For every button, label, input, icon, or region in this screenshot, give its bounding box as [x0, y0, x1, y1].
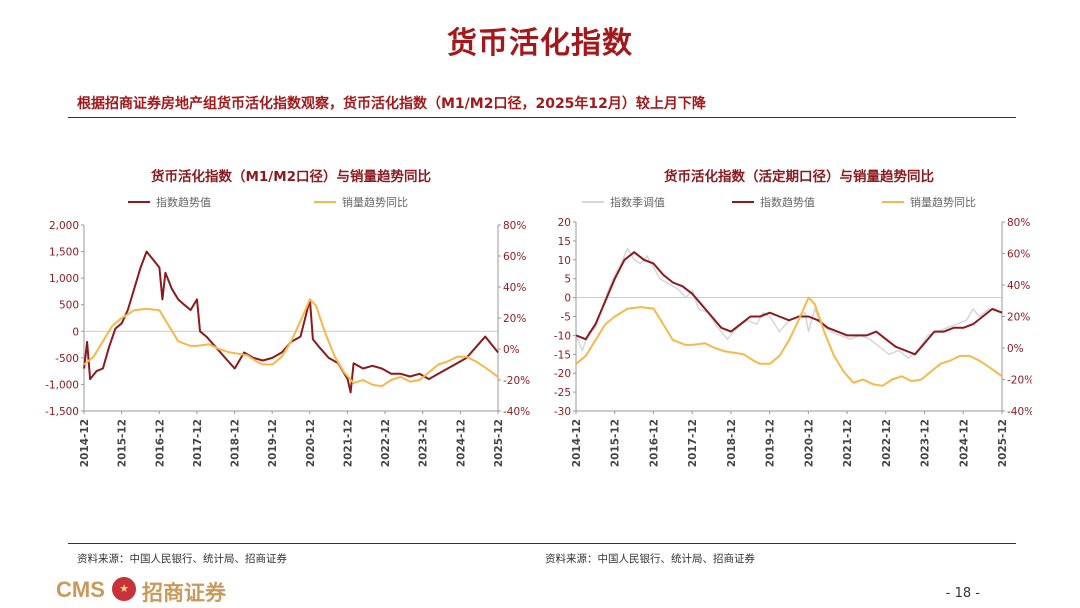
y-left-tick-label: -30: [554, 406, 571, 418]
x-tick-label: 2014-12: [79, 419, 91, 467]
y-right-tick-label: 40%: [1007, 280, 1030, 292]
y-left-tick-label: 1,500: [49, 247, 79, 259]
y-left-tick-label: 15: [558, 236, 571, 248]
source-note-right: 资料来源：中国人民银行、统计局、招商证券: [545, 553, 755, 565]
x-tick-label: 2023-12: [920, 419, 932, 467]
x-tick-label: 2022-12: [881, 419, 893, 467]
bottom-divider: [68, 543, 1016, 544]
x-tick-label: 2018-12: [726, 419, 738, 467]
y-right-tick-label: 60%: [1007, 249, 1030, 261]
x-tick-label: 2020-12: [803, 419, 815, 467]
y-left-tick-label: 0: [72, 326, 79, 338]
legend-label: 指数趋势值: [760, 195, 815, 209]
x-tick-label: 2015-12: [117, 419, 129, 467]
series-line: [575, 251, 1003, 356]
x-tick-label: 2019-12: [765, 419, 777, 467]
y-left-tick-label: -15: [554, 349, 571, 361]
x-tick-label: 2025-12: [997, 419, 1009, 467]
y-left-tick-label: -1,500: [45, 406, 79, 418]
y-right-tick-label: 20%: [503, 313, 526, 325]
y-right-tick-label: 0%: [503, 344, 520, 356]
y-left-tick-label: 0: [564, 293, 571, 305]
legend-label: 销量趋势同比: [342, 195, 408, 209]
y-right-tick-label: 80%: [1007, 217, 1030, 229]
x-tick-label: 2021-12: [342, 419, 354, 467]
x-tick-label: 2018-12: [230, 419, 242, 467]
logo-emblem-icon: ★: [112, 577, 136, 601]
x-tick-label: 2014-12: [571, 419, 583, 467]
y-left-tick-label: 1,000: [49, 273, 79, 285]
x-tick-label: 2015-12: [610, 419, 622, 467]
series-line: [83, 298, 499, 388]
legend-label: 指数趋势值: [156, 195, 211, 209]
x-tick-label: 2021-12: [842, 419, 854, 467]
y-right-tick-label: 0%: [1007, 343, 1024, 355]
x-tick-label: 2020-12: [305, 419, 317, 467]
y-right-tick-label: 20%: [1007, 312, 1030, 324]
x-tick-label: 2022-12: [380, 419, 392, 467]
legend-label: 销量趋势同比: [910, 195, 976, 209]
x-tick-label: 2016-12: [154, 419, 166, 467]
legend-label: 指数季调值: [610, 195, 665, 209]
y-left-tick-label: 5: [564, 274, 571, 286]
y-left-tick-label: -25: [554, 387, 571, 399]
x-tick-label: 2023-12: [418, 419, 430, 467]
y-left-tick-label: 10: [558, 255, 571, 267]
x-tick-label: 2016-12: [648, 419, 660, 467]
y-left-tick-label: -5: [561, 312, 571, 324]
x-tick-label: 2017-12: [192, 419, 204, 467]
chart-title: 货币活化指数（M1/M2口径）与销量趋势同比: [150, 168, 431, 185]
series-line: [575, 296, 1003, 387]
y-right-tick-label: -20%: [1007, 375, 1032, 387]
x-tick-label: 2019-12: [267, 419, 279, 467]
source-note-left: 资料来源：中国人民银行、统计局、招商证券: [77, 553, 287, 565]
y-left-tick-label: -20: [554, 368, 571, 380]
x-tick-label: 2025-12: [493, 419, 505, 467]
y-right-tick-label: -20%: [503, 375, 530, 387]
logo-company-name: 招商证券: [142, 580, 226, 605]
logo-cms-text: CMS: [56, 577, 105, 602]
y-right-tick-label: 40%: [503, 282, 526, 294]
y-left-tick-label: -1,000: [45, 379, 79, 391]
page-number: - 18 -: [945, 586, 980, 601]
y-left-tick-label: 500: [59, 300, 79, 312]
y-left-tick-label: 20: [558, 217, 571, 229]
y-right-tick-label: 80%: [503, 220, 526, 232]
y-left-tick-label: -10: [554, 330, 571, 342]
x-tick-label: 2017-12: [687, 419, 699, 467]
top-divider: [68, 117, 1016, 118]
y-right-tick-label: 60%: [503, 251, 526, 263]
x-tick-label: 2024-12: [455, 419, 467, 467]
y-left-tick-label: 2,000: [49, 220, 79, 232]
page-title: 货币活化指数: [447, 26, 633, 61]
series-line: [83, 250, 499, 394]
page-subtitle: 根据招商证券房地产组货币活化指数观察，货币活化指数（M1/M2口径，2025年1…: [77, 96, 706, 112]
y-right-tick-label: -40%: [503, 406, 530, 418]
y-left-tick-label: -500: [55, 353, 79, 365]
x-tick-label: 2024-12: [958, 419, 970, 467]
y-right-tick-label: -40%: [1007, 406, 1032, 418]
chart-title: 货币活化指数（活定期口径）与销量趋势同比: [663, 168, 934, 185]
